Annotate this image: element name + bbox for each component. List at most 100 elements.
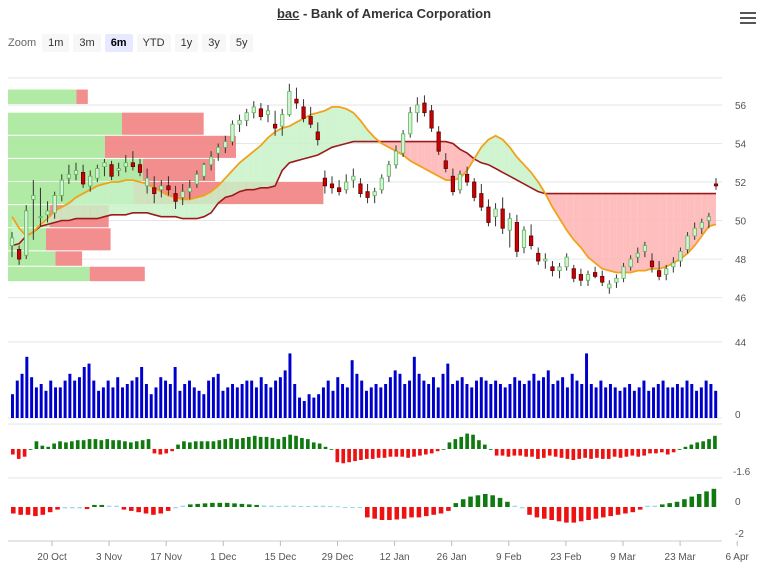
macd-positive-bar [294,435,298,449]
zoom-ytd-button[interactable]: YTD [136,34,171,52]
candle-up [585,274,591,281]
hamburger-menu-icon[interactable] [740,12,756,26]
hist-positive-bar [99,504,105,507]
candle-up [493,208,498,218]
volume-bar [231,384,235,418]
candle-up [9,237,15,246]
volume-bar [125,384,129,418]
volume-bar [623,387,627,418]
tenkan-line [11,106,717,274]
price-tick-label: 52 [735,178,747,189]
price-tick-label: 54 [735,139,747,150]
volume-bar [613,387,617,418]
hist-positive-bar [453,503,459,507]
volume-bar [254,387,258,418]
candle-up [671,262,676,268]
volume-bar [135,377,139,418]
zoom-label: Zoom [8,37,37,49]
bearish-cloud-segment [552,193,560,219]
volume-bar [647,390,651,418]
macd-negative-bar [601,449,605,459]
macd-positive-bar [70,441,74,449]
hist-negative-bar [70,507,75,509]
macd-negative-bar [418,449,422,456]
zoom-3m-button[interactable]: 3m [73,34,101,52]
candle-down [429,110,434,129]
volume-bar [106,380,110,418]
hist-negative-bar [47,507,53,513]
bullish-cloud-segment [132,180,140,213]
volume-profile-down-bar [55,251,83,266]
hist-negative-bar [623,507,628,514]
volume-bar [317,394,321,418]
bullish-cloud-segment [268,131,276,188]
macd-positive-bar [695,442,700,449]
zoom-1y-button[interactable]: 1y [174,34,199,52]
volume-bar [350,360,354,418]
hist-positive-bar [247,504,252,507]
volume-bar [250,380,254,418]
candle-up [66,173,71,179]
macd-tick-label: -1.6 [733,467,751,478]
candle-up [209,156,214,166]
hist-positive-bar [460,499,466,507]
candle-up [230,123,235,142]
hist-negative-bar [578,507,584,522]
volume-bar [513,377,517,418]
macd-negative-bar [636,449,641,457]
volume-bar [49,380,53,418]
zoom-5y-button[interactable]: 5y [229,34,254,52]
volume-bar [140,367,144,418]
macd-positive-bar [93,439,98,449]
volume-bar [341,384,345,418]
macd-positive-bar [123,441,127,449]
candle-up [244,112,249,121]
zoom-6m-button[interactable]: 6m [104,34,133,52]
volume-bar [599,380,603,418]
hist-positive-bar [224,502,230,507]
candle-down [294,98,299,104]
macd-negative-bar [359,449,363,460]
macd-negative-bar [571,449,576,460]
ticker-link[interactable]: bac [276,6,300,21]
macd-positive-bar [471,434,475,449]
hist-negative-bar [438,507,444,514]
bullish-cloud-segment [175,197,183,219]
candle-down [600,276,605,283]
candle-up [699,222,704,229]
macd-negative-bar [589,449,593,459]
volume-bar [365,390,368,418]
volume-bar [666,387,670,418]
hist-negative-bar [564,507,569,523]
bullish-cloud-segment [282,126,290,171]
volume-bar [274,380,278,418]
volume-bar [455,380,459,418]
hist-negative-bar [394,507,400,520]
zoom-3y-button[interactable]: 3y [202,34,226,52]
hist-negative-bar [18,507,23,515]
macd-negative-bar [559,449,564,458]
volume-bar [580,384,584,418]
volume-bar [594,387,598,418]
volume-bar [585,353,589,418]
candle-up [415,104,420,114]
bearish-cloud-segment [652,193,660,269]
hist-negative-bar [350,507,355,508]
macd-negative-bar [518,449,523,456]
hist-negative-bar [416,507,422,518]
hist-negative-bar [372,507,377,519]
candle-up [607,283,612,289]
zoom-1m-button[interactable]: 1m [42,34,70,52]
bullish-cloud-segment [260,137,268,188]
price-tick-label: 50 [735,217,747,228]
candle-down [17,249,22,260]
candle-down [536,252,541,262]
macd-negative-bar [654,449,658,454]
volume-bar [551,384,555,418]
x-axis-label: 3 Nov [96,552,122,563]
candle-up [678,250,683,262]
bullish-cloud-segment [104,182,112,217]
volume-bar [460,377,464,418]
macd-positive-bar [176,444,180,449]
